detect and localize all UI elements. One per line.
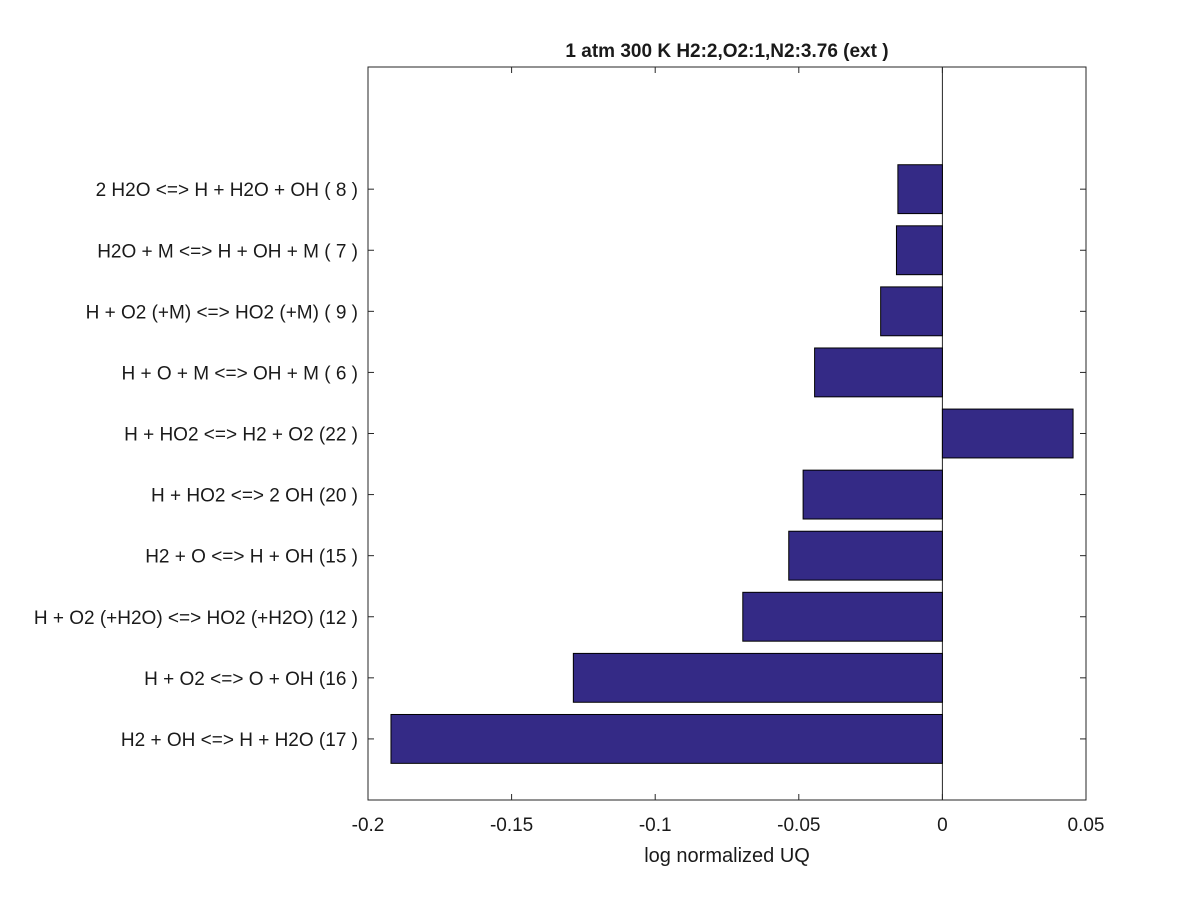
category-label: H + HO2 <=> 2 OH (20 ) [151,486,358,507]
bar [897,164,943,215]
bar [742,591,943,642]
bar [572,652,943,703]
category-label: 2 H2O <=> H + H2O + OH ( 8 ) [96,180,358,201]
bar [880,286,943,337]
plot-area: 2 H2O <=> H + H2O + OH ( 8 ) H2O + M <=> … [34,66,1105,836]
category-label: H + O + M <=> OH + M ( 6 ) [121,363,358,384]
category-label: H2 + O <=> H + OH (15 ) [145,547,358,568]
category-label: H + O2 <=> O + OH (16 ) [144,669,358,690]
x-tick-label: 0 [937,815,948,836]
bar [814,347,943,398]
x-tick-label: 0.05 [1068,815,1105,836]
x-axis-label: log normalized UQ [644,845,810,867]
bar [941,408,1074,459]
bar [895,225,943,276]
x-tick-label: -0.15 [490,815,533,836]
category-label: H + O2 (+H2O) <=> HO2 (+H2O) (12 ) [34,608,358,629]
category-label: H + HO2 <=> H2 + O2 (22 ) [124,425,358,446]
category-label: H2 + OH <=> H + H2O (17 ) [121,730,358,751]
bar [788,530,943,581]
category-label: H + O2 (+M) <=> HO2 (+M) ( 9 ) [86,302,358,323]
bar [802,469,943,520]
x-tick-label: -0.1 [639,815,672,836]
chart-title: 1 atm 300 K H2:2,O2:1,N2:3.76 (ext ) [565,41,888,62]
x-tick-label: -0.2 [352,815,385,836]
x-tick-label: -0.05 [777,815,820,836]
bar [390,713,943,764]
category-label: H2O + M <=> H + OH + M ( 7 ) [97,241,358,262]
